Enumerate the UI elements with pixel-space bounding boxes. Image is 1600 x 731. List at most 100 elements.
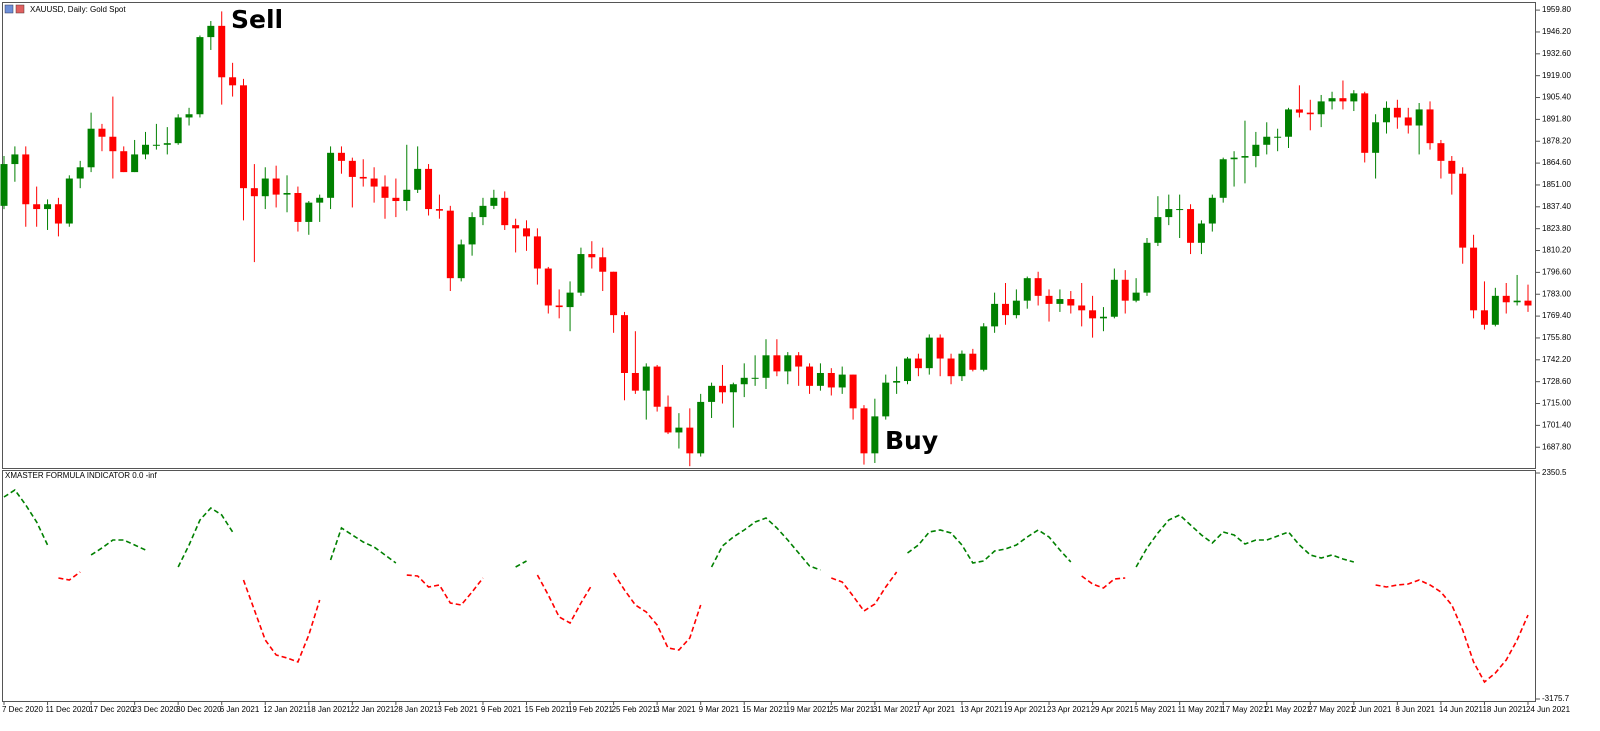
- indicator-line: [1081, 575, 1126, 589]
- candle-body: [1404, 117, 1412, 126]
- candle-body: [512, 225, 520, 229]
- indicator-line: [90, 539, 146, 556]
- candle-body: [337, 152, 345, 161]
- candle-body: [392, 197, 400, 202]
- candle-body: [533, 236, 541, 269]
- candle-body: [65, 178, 73, 224]
- candle-body: [381, 186, 389, 198]
- candle-body: [250, 188, 258, 197]
- x-tick-label: 17 Dec 2020: [89, 705, 135, 714]
- candle-body: [33, 204, 41, 210]
- candle-body: [523, 228, 531, 237]
- indicator-line: [612, 572, 702, 651]
- candle-body: [1187, 209, 1195, 243]
- candle-body: [1470, 247, 1478, 311]
- candle-body: [207, 25, 215, 38]
- x-tick-label: 9 Mar 2021: [699, 705, 740, 714]
- candle-body: [795, 355, 803, 367]
- candle-body: [925, 337, 933, 369]
- indicator-line: [242, 579, 321, 663]
- candle-body: [1502, 295, 1510, 303]
- candle-body: [1132, 292, 1140, 301]
- indicator-line: [515, 560, 527, 568]
- candle-body: [914, 358, 922, 369]
- indicator-title: XMASTER FORMULA INDICATOR 0.0 -inf: [5, 471, 158, 480]
- y-tick-label: 1687.80: [1542, 442, 1571, 451]
- candle-body: [958, 353, 966, 377]
- y-tick-label: 1796.60: [1542, 267, 1571, 276]
- y-tick-label: 1878.20: [1542, 136, 1571, 145]
- candle-body: [348, 160, 356, 177]
- candle-body: [316, 197, 324, 203]
- x-tick-label: 15 Mar 2021: [742, 705, 787, 714]
- candle-body: [566, 292, 574, 308]
- candle-body: [1372, 122, 1380, 153]
- candle-body: [773, 355, 781, 372]
- y-tick-label: 1728.60: [1542, 377, 1571, 386]
- candle-body: [784, 355, 792, 372]
- x-tick-label: 13 Apr 2021: [960, 705, 1004, 714]
- y-tick-label: 1701.40: [1542, 420, 1571, 429]
- candle-body: [904, 358, 912, 382]
- candle-body: [1437, 143, 1445, 161]
- indicator-line: [58, 571, 81, 581]
- y-tick-label: -3175.7: [1542, 694, 1570, 703]
- candle-body: [1328, 98, 1336, 102]
- y-tick-label: 1783.00: [1542, 289, 1571, 298]
- candle-body: [718, 385, 726, 393]
- candle-body: [1089, 310, 1097, 319]
- candle-body: [1121, 279, 1129, 301]
- candle-body: [468, 217, 476, 245]
- indicator-line: [329, 526, 397, 564]
- candle-body: [1208, 197, 1216, 224]
- candle-body: [1426, 109, 1434, 144]
- candle-body: [1274, 136, 1282, 138]
- candle-body: [882, 382, 890, 417]
- y-tick-label: 1810.20: [1542, 246, 1571, 255]
- candle-body: [577, 254, 585, 293]
- candle-body: [22, 154, 30, 205]
- y-tick-label: 1851.00: [1542, 180, 1571, 189]
- x-tick-label: 27 May 2021: [1308, 705, 1355, 714]
- x-tick-label: 31 Mar 2021: [873, 705, 918, 714]
- candle-body: [838, 374, 846, 388]
- candle-body: [740, 377, 748, 385]
- candle-body: [1361, 93, 1369, 153]
- candle-body: [1034, 278, 1042, 296]
- x-tick-label: 19 Feb 2021: [568, 705, 613, 714]
- candle-body: [827, 372, 835, 388]
- candle-body: [1317, 101, 1325, 115]
- indicator-line: [710, 517, 821, 571]
- candle-body: [501, 197, 509, 226]
- x-tick-label: 14 Jun 2021: [1439, 705, 1484, 714]
- candle-body: [457, 244, 465, 279]
- candle-body: [1513, 300, 1521, 303]
- candle-body: [44, 204, 52, 210]
- indicator-line: [831, 571, 898, 613]
- candle-body: [697, 401, 705, 454]
- candle-body: [87, 128, 95, 168]
- indicator-pane-border: [2, 470, 1536, 702]
- indicator-line: [1135, 514, 1355, 568]
- candle-body: [1285, 109, 1293, 137]
- candle-body: [1067, 299, 1075, 306]
- candle-body: [1045, 295, 1053, 304]
- candle-body: [435, 209, 443, 211]
- candle-body: [403, 189, 411, 202]
- candle-body: [446, 210, 454, 279]
- x-tick-label: 29 Apr 2021: [1091, 705, 1135, 714]
- candle-body: [1165, 209, 1173, 218]
- candle-body: [980, 326, 988, 370]
- x-tick-label: 23 Apr 2021: [1047, 705, 1091, 714]
- candle-body: [816, 372, 824, 386]
- indicator-line: [177, 506, 234, 568]
- x-tick-label: 30 Dec 2020: [176, 705, 222, 714]
- y-tick-label: 1864.60: [1542, 158, 1571, 167]
- x-tick-label: 24 Jun 2021: [1526, 705, 1571, 714]
- candle-body: [152, 144, 160, 146]
- x-tick-label: 15 Feb 2021: [525, 705, 570, 714]
- candle-body: [686, 427, 694, 454]
- candle-body: [1480, 310, 1488, 325]
- x-tick-label: 25 Feb 2021: [612, 705, 657, 714]
- y-tick-label: 1932.60: [1542, 49, 1571, 58]
